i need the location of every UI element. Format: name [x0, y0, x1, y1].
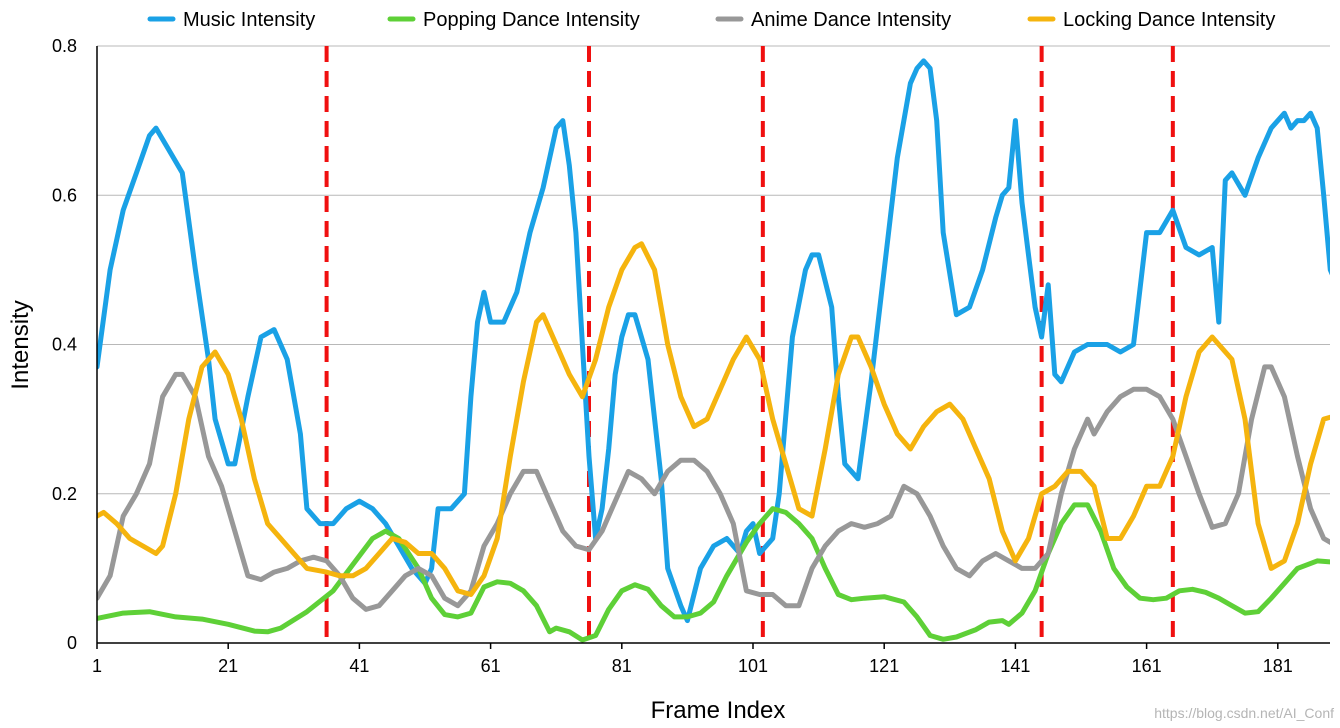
- y-tick-label: 0.2: [52, 484, 77, 504]
- x-tick-label: 21: [218, 656, 238, 676]
- x-tick-label: 181: [1263, 656, 1293, 676]
- legend-label: Music Intensity: [183, 9, 315, 31]
- x-tick-label: 101: [738, 656, 768, 676]
- legend-label: Anime Dance Intensity: [751, 9, 951, 31]
- y-tick-labels: 0 0.2 0.4 0.6 0.8: [52, 36, 77, 653]
- y-tick-label: 0.6: [52, 185, 77, 205]
- watermark-text: https://blog.csdn.net/AI_Conf: [1154, 705, 1334, 721]
- series-line-2: [97, 502, 1330, 643]
- legend-label: Popping Dance Intensity: [423, 9, 640, 31]
- y-tick-label: 0.4: [52, 335, 77, 355]
- x-tick-label: 121: [869, 656, 899, 676]
- x-tick-label: 141: [1000, 656, 1030, 676]
- y-tick-label: 0.8: [52, 36, 77, 56]
- axes: [96, 46, 1330, 649]
- x-axis-title: Frame Index: [651, 697, 786, 724]
- grid-lines: [97, 45, 1330, 495]
- series-line-3: [97, 364, 1330, 612]
- y-axis-title: Intensity: [7, 300, 34, 389]
- legend: Music Intensity Popping Dance Intensity An…: [147, 9, 1275, 31]
- x-tick-label: 61: [481, 656, 501, 676]
- x-tick-label: 161: [1132, 656, 1162, 676]
- x-tick-label: 81: [612, 656, 632, 676]
- series-lines: [97, 58, 1330, 643]
- x-tick-label: 1: [92, 656, 102, 676]
- legend-label: Locking Dance Intensity: [1063, 9, 1275, 31]
- x-tick-labels: 1 21 41 61 81 101 121 141 161 181: [92, 656, 1293, 676]
- x-tick-label: 41: [349, 656, 369, 676]
- series-line-1: [97, 58, 1330, 624]
- series-line-4: [97, 241, 1330, 597]
- y-tick-label: 0: [67, 633, 77, 653]
